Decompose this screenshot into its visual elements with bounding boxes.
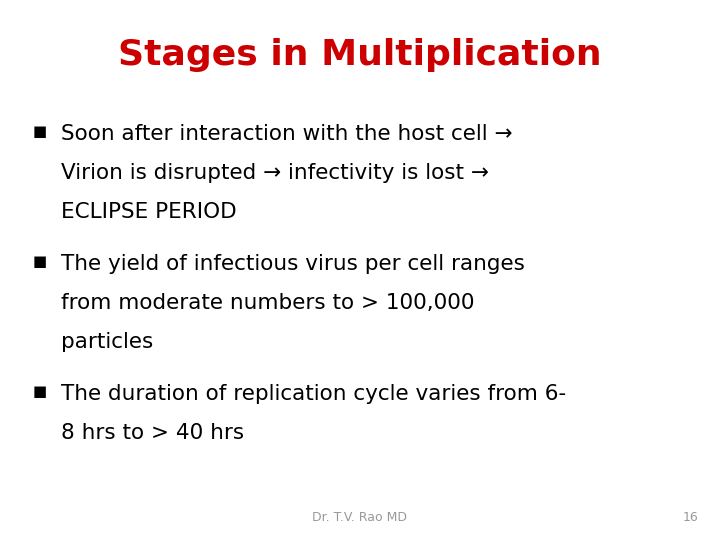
Text: ECLIPSE PERIOD: ECLIPSE PERIOD	[61, 202, 237, 222]
Text: particles: particles	[61, 332, 153, 352]
Text: Stages in Multiplication: Stages in Multiplication	[118, 38, 602, 72]
Text: ■: ■	[32, 384, 47, 400]
Text: 16: 16	[683, 511, 698, 524]
Text: The duration of replication cycle varies from 6-: The duration of replication cycle varies…	[61, 384, 567, 404]
Text: 8 hrs to > 40 hrs: 8 hrs to > 40 hrs	[61, 423, 244, 443]
Text: Virion is disrupted → infectivity is lost →: Virion is disrupted → infectivity is los…	[61, 163, 489, 183]
Text: ■: ■	[32, 124, 47, 139]
Text: The yield of infectious virus per cell ranges: The yield of infectious virus per cell r…	[61, 254, 525, 274]
Text: ■: ■	[32, 254, 47, 269]
Text: Soon after interaction with the host cell →: Soon after interaction with the host cel…	[61, 124, 513, 144]
Text: Dr. T.V. Rao MD: Dr. T.V. Rao MD	[312, 511, 408, 524]
Text: from moderate numbers to > 100,000: from moderate numbers to > 100,000	[61, 293, 474, 313]
